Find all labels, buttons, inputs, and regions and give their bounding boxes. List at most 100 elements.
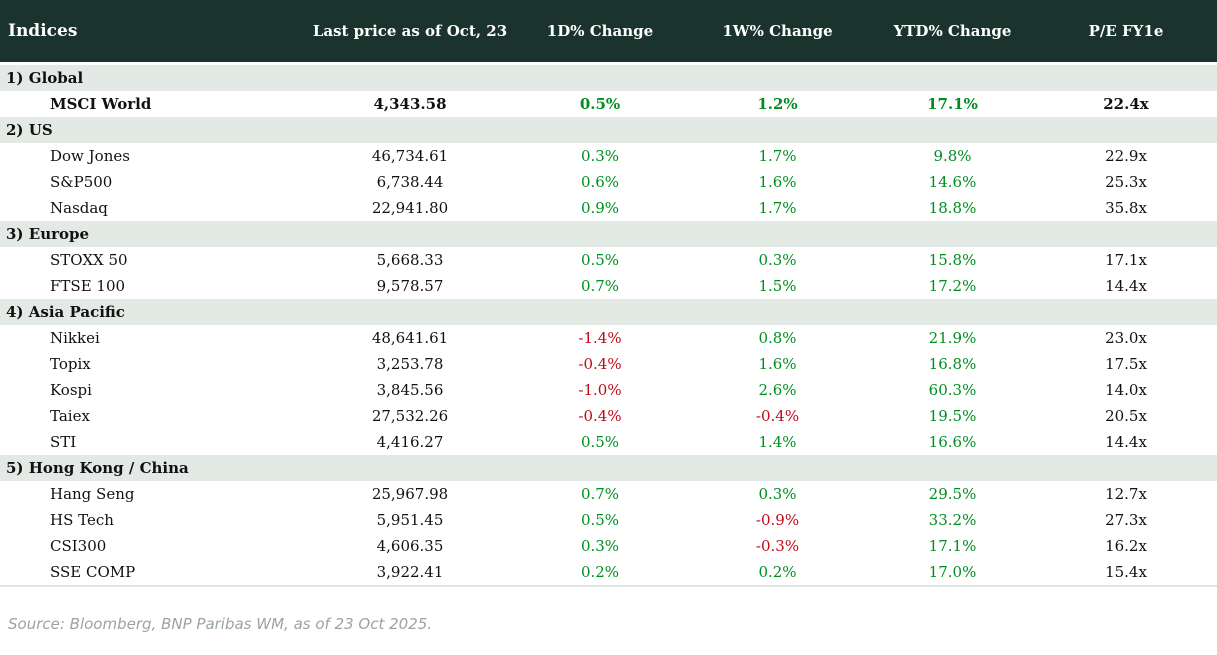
section-row: 3) Europe [0,221,1217,247]
index-row: SSE COMP 3,922.41 0.2% 0.2% 17.0% 15.4x [0,559,1217,586]
index-row: Dow Jones 46,734.61 0.3% 1.7% 9.8% 22.9x [0,143,1217,169]
1w-change-cell: -0.9% [685,507,870,533]
last-price-cell: 22,941.80 [305,195,515,221]
ytd-change-cell: 29.5% [870,481,1035,507]
section-label: 4) Asia Pacific [0,299,1217,325]
index-row: STOXX 50 5,668.33 0.5% 0.3% 15.8% 17.1x [0,247,1217,273]
last-price-cell: 25,967.98 [305,481,515,507]
ytd-change-cell: 14.6% [870,169,1035,195]
1d-change-cell: 0.7% [515,481,685,507]
indices-table-body: 1) Global MSCI World 4,343.58 0.5% 1.2% 17.1%… [0,63,1217,586]
index-name-cell: MSCI World [0,91,305,117]
pe-fy1e-cell: 14.4x [1035,429,1217,455]
1w-change-cell: 1.4% [685,429,870,455]
ytd-change-cell: 60.3% [870,377,1035,403]
index-name-cell: CSI300 [0,533,305,559]
ytd-change-cell: 21.9% [870,325,1035,351]
1w-change-cell: -0.4% [685,403,870,429]
1w-change-cell: 1.6% [685,351,870,377]
1d-change-cell: 0.5% [515,507,685,533]
1d-change-cell: 0.5% [515,429,685,455]
1d-change-cell: 0.9% [515,195,685,221]
column-header-1d-change: 1D% Change [515,0,685,65]
ytd-change-cell: 16.6% [870,429,1035,455]
index-row: Taiex 27,532.26 -0.4% -0.4% 19.5% 20.5x [0,403,1217,429]
pe-fy1e-cell: 14.0x [1035,377,1217,403]
index-name-cell: SSE COMP [0,559,305,586]
1d-change-cell: 0.7% [515,273,685,299]
ytd-change-cell: 17.0% [870,559,1035,586]
1w-change-cell: 1.5% [685,273,870,299]
table-header: Indices Last price as of Oct, 23 1D% Cha… [0,0,1217,65]
last-price-cell: 46,734.61 [305,143,515,169]
column-header-ytd-change: YTD% Change [870,0,1035,65]
1w-change-cell: 1.6% [685,169,870,195]
index-name-cell: S&P500 [0,169,305,195]
last-price-cell: 5,668.33 [305,247,515,273]
pe-fy1e-cell: 27.3x [1035,507,1217,533]
index-name-cell: HS Tech [0,507,305,533]
header-row: Indices Last price as of Oct, 23 1D% Cha… [0,0,1217,65]
last-price-cell: 4,343.58 [305,91,515,117]
index-row: Topix 3,253.78 -0.4% 1.6% 16.8% 17.5x [0,351,1217,377]
ytd-change-cell: 17.1% [870,91,1035,117]
last-price-cell: 5,951.45 [305,507,515,533]
ytd-change-cell: 17.2% [870,273,1035,299]
section-label: 1) Global [0,63,1217,91]
pe-fy1e-cell: 22.9x [1035,143,1217,169]
last-price-cell: 3,922.41 [305,559,515,586]
index-row: S&P500 6,738.44 0.6% 1.6% 14.6% 25.3x [0,169,1217,195]
ytd-change-cell: 18.8% [870,195,1035,221]
index-row: Nikkei 48,641.61 -1.4% 0.8% 21.9% 23.0x [0,325,1217,351]
1w-change-cell: 1.2% [685,91,870,117]
index-row: CSI300 4,606.35 0.3% -0.3% 17.1% 16.2x [0,533,1217,559]
index-name-cell: Nasdaq [0,195,305,221]
index-name-cell: Hang Seng [0,481,305,507]
ytd-change-cell: 15.8% [870,247,1035,273]
last-price-cell: 48,641.61 [305,325,515,351]
pe-fy1e-cell: 14.4x [1035,273,1217,299]
index-row: STI 4,416.27 0.5% 1.4% 16.6% 14.4x [0,429,1217,455]
1w-change-cell: 2.6% [685,377,870,403]
ytd-change-cell: 33.2% [870,507,1035,533]
1w-change-cell: 1.7% [685,143,870,169]
last-price-cell: 6,738.44 [305,169,515,195]
1d-change-cell: -0.4% [515,351,685,377]
pe-fy1e-cell: 15.4x [1035,559,1217,586]
ytd-change-cell: 17.1% [870,533,1035,559]
1d-change-cell: 0.5% [515,91,685,117]
index-name-cell: Nikkei [0,325,305,351]
index-row: Nasdaq 22,941.80 0.9% 1.7% 18.8% 35.8x [0,195,1217,221]
index-name-cell: Taiex [0,403,305,429]
section-label: 3) Europe [0,221,1217,247]
ytd-change-cell: 16.8% [870,351,1035,377]
ytd-change-cell: 19.5% [870,403,1035,429]
index-name-cell: Dow Jones [0,143,305,169]
section-row: 4) Asia Pacific [0,299,1217,325]
1w-change-cell: -0.3% [685,533,870,559]
index-name-cell: FTSE 100 [0,273,305,299]
last-price-cell: 9,578.57 [305,273,515,299]
index-row: HS Tech 5,951.45 0.5% -0.9% 33.2% 27.3x [0,507,1217,533]
section-row: 5) Hong Kong / China [0,455,1217,481]
last-price-cell: 3,253.78 [305,351,515,377]
column-header-pe-fy1e: P/E FY1e [1035,0,1217,65]
1d-change-cell: -0.4% [515,403,685,429]
1w-change-cell: 0.8% [685,325,870,351]
index-row: Kospi 3,845.56 -1.0% 2.6% 60.3% 14.0x [0,377,1217,403]
1d-change-cell: 0.2% [515,559,685,586]
1w-change-cell: 0.3% [685,247,870,273]
1w-change-cell: 1.7% [685,195,870,221]
1d-change-cell: 0.5% [515,247,685,273]
1w-change-cell: 0.3% [685,481,870,507]
indices-table: Indices Last price as of Oct, 23 1D% Cha… [0,0,1217,587]
last-price-cell: 27,532.26 [305,403,515,429]
pe-fy1e-cell: 23.0x [1035,325,1217,351]
pe-fy1e-cell: 17.1x [1035,247,1217,273]
column-header-indices: Indices [0,0,305,65]
pe-fy1e-cell: 22.4x [1035,91,1217,117]
section-row: 1) Global [0,63,1217,91]
pe-fy1e-cell: 16.2x [1035,533,1217,559]
source-note: Source: Bloomberg, BNP Paribas WM, as of… [8,615,433,633]
pe-fy1e-cell: 35.8x [1035,195,1217,221]
